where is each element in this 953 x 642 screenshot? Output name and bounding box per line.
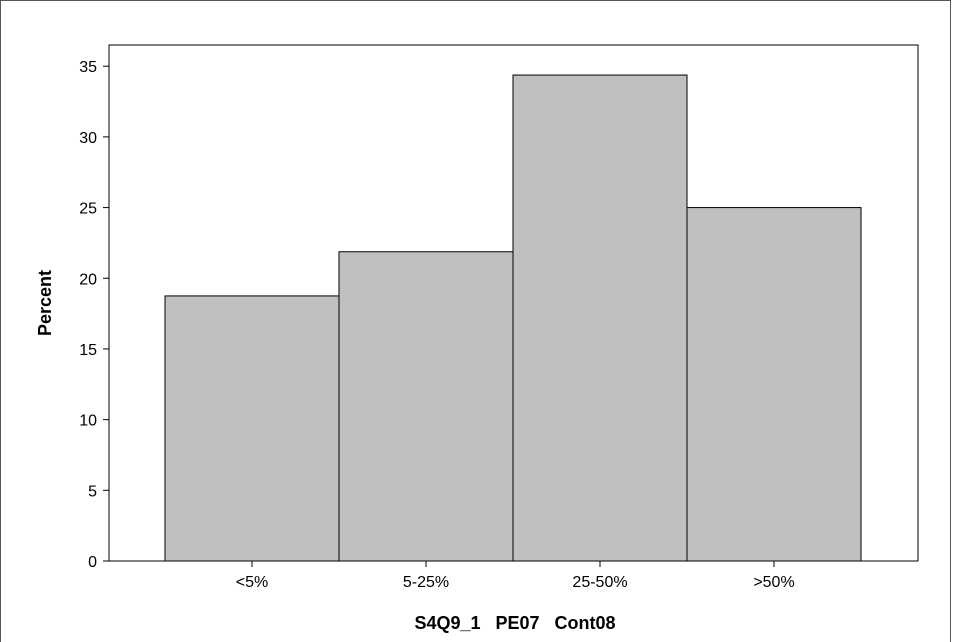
y-tick-label: 30 — [79, 130, 97, 147]
y-tick-label: 15 — [79, 342, 97, 359]
bars — [164, 74, 862, 562]
y-tick-label: 25 — [79, 201, 97, 218]
x-tick-label: 25-50% — [572, 574, 627, 591]
y-tick-label: 10 — [79, 413, 97, 430]
x-tick-label: 5-25% — [403, 574, 449, 591]
x-tick-label: <5% — [236, 574, 268, 591]
y-tick-label: 35 — [79, 59, 97, 76]
y-tick-label: 20 — [79, 271, 97, 288]
x-axis: <5% 5-25% 25-50% >50% — [236, 561, 795, 591]
y-axis-title: Percent — [35, 270, 55, 336]
bar-1 — [338, 251, 514, 562]
y-tick-label: 5 — [88, 483, 97, 500]
y-axis: 0 5 10 15 20 25 30 35 — [79, 59, 109, 571]
x-axis-title: S4Q9_1 PE07 Cont08 — [414, 613, 615, 633]
y-tick-label: 0 — [88, 554, 97, 571]
x-tick-label: >50% — [753, 574, 794, 591]
bar-0 — [164, 295, 340, 562]
bar-3 — [686, 207, 862, 562]
bar-2 — [512, 74, 688, 562]
